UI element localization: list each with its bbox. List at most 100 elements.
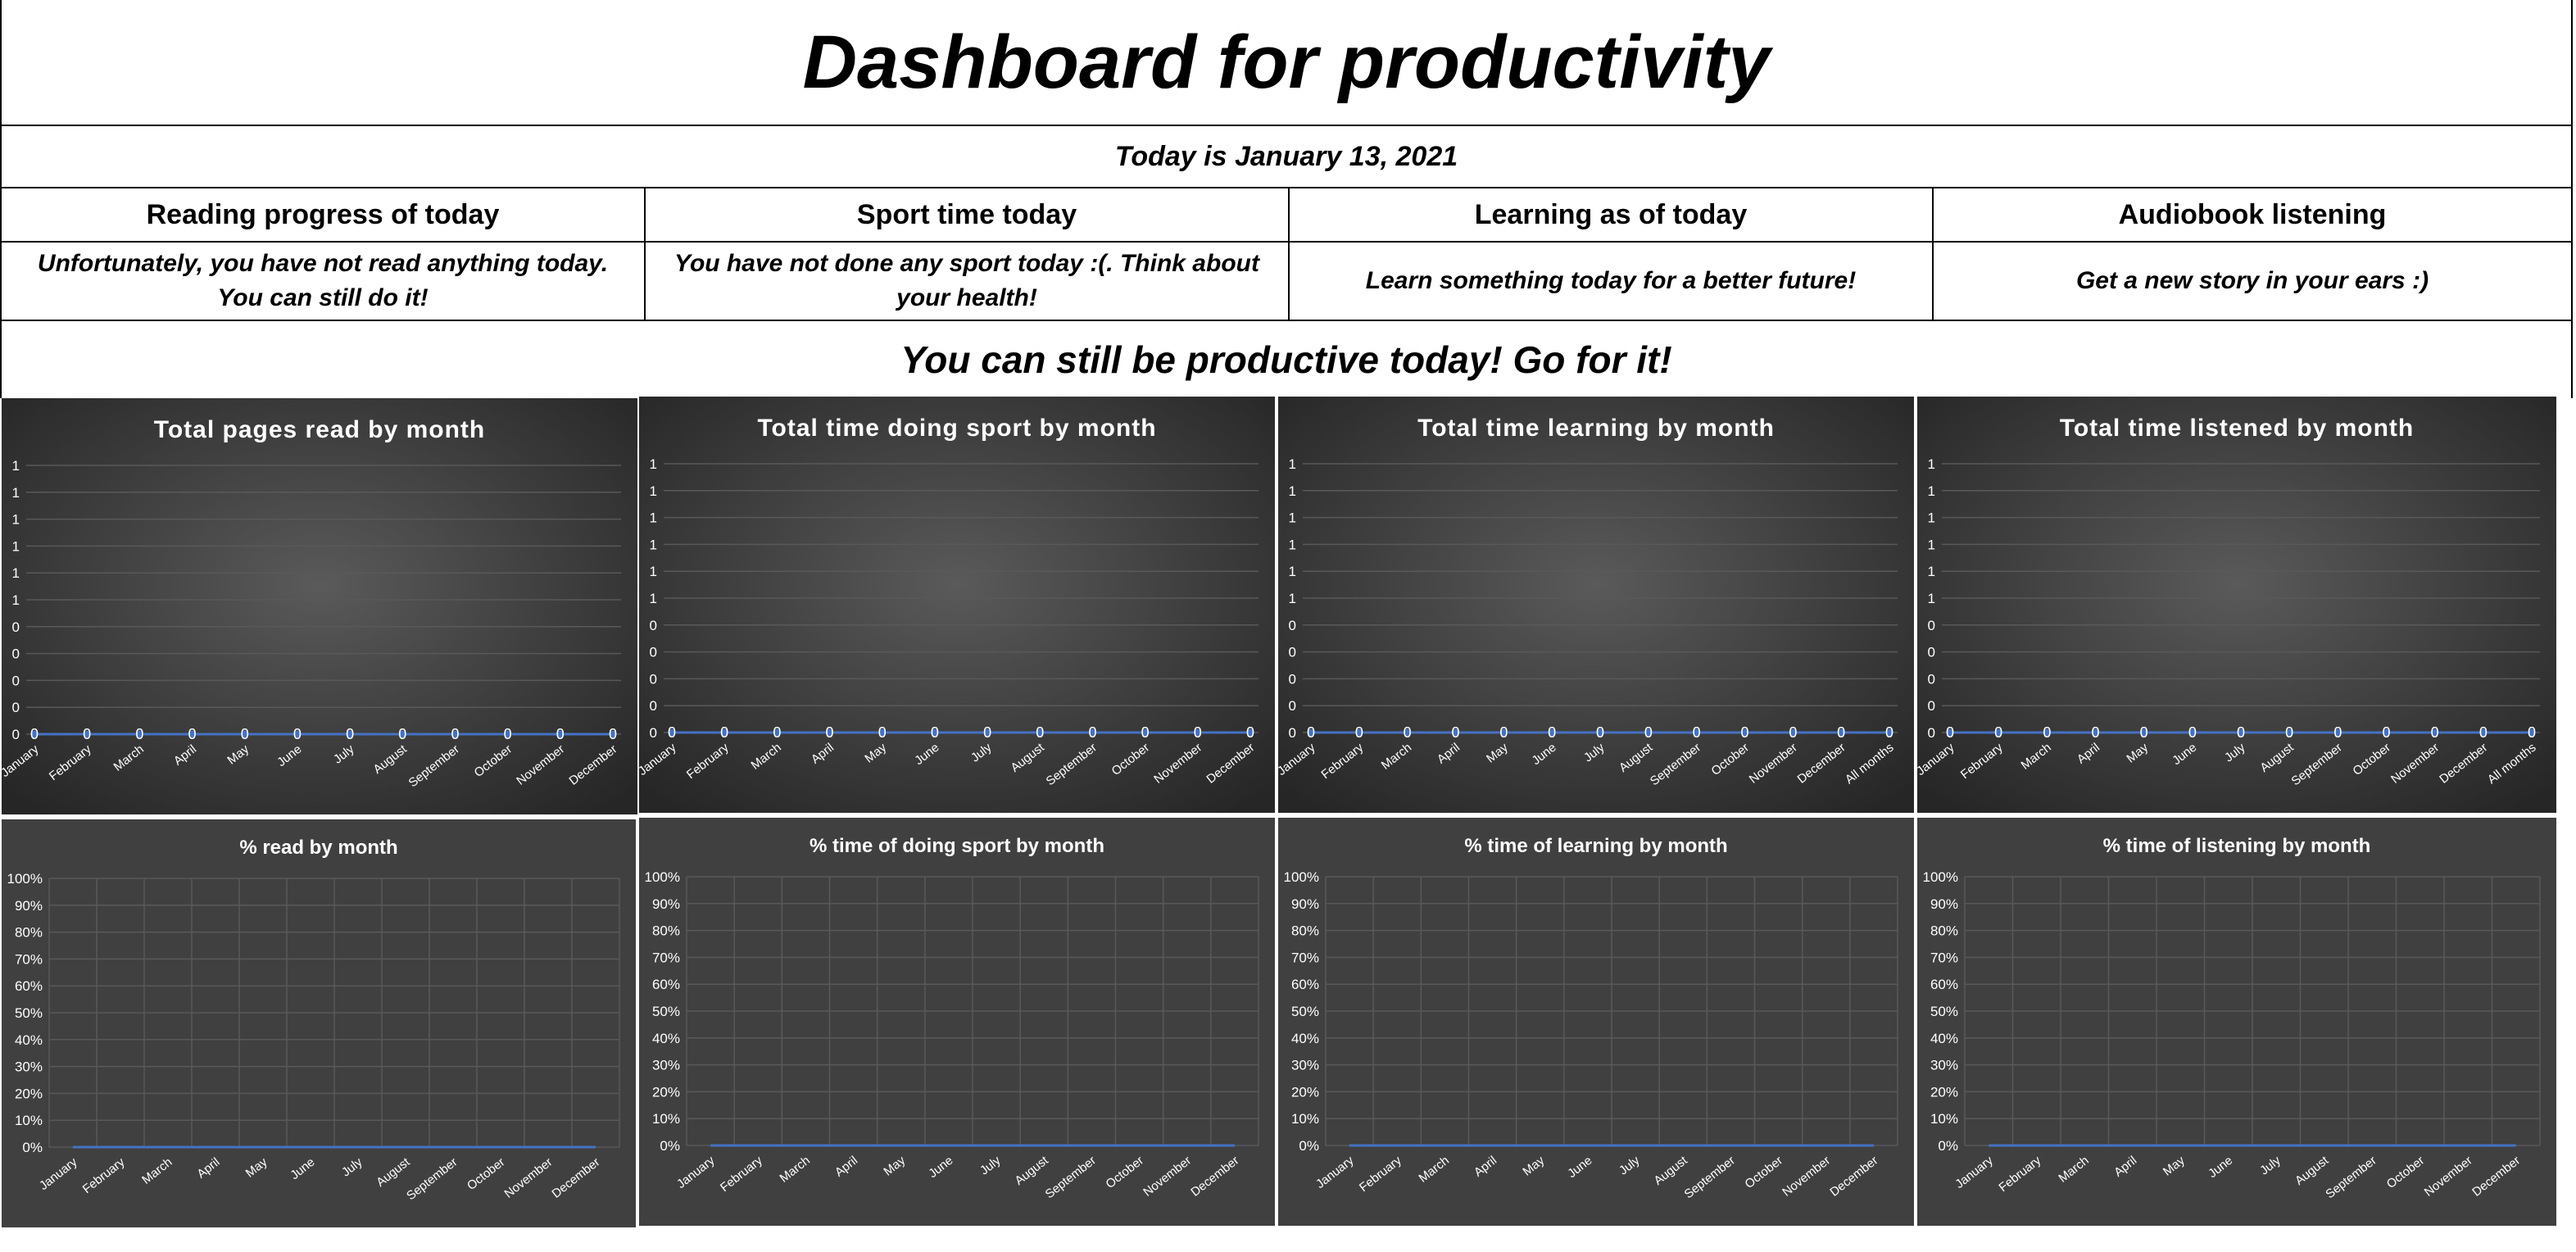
- data-label: 0: [1789, 724, 1797, 741]
- data-label: 0: [451, 726, 459, 742]
- y-tick-label: 0: [12, 727, 20, 742]
- section-header-label: Reading progress of today: [146, 198, 500, 230]
- y-tick-label: 50%: [652, 1004, 680, 1019]
- y-tick-label: 1: [12, 458, 20, 474]
- y-tick-label: 40%: [15, 1032, 43, 1048]
- chart-title: % time of doing sport by month: [810, 835, 1104, 857]
- chart-svg: % time of listening by month 0% 10% 20% 30% 4…: [1917, 818, 2556, 1226]
- data-label: 0: [668, 724, 676, 741]
- chart-title: Total time learning by month: [1417, 415, 1775, 442]
- y-tick-label: 0%: [660, 1138, 680, 1154]
- data-label: 0: [2431, 724, 2439, 741]
- y-tick-label: 10%: [15, 1113, 43, 1128]
- data-point: [1194, 728, 1202, 737]
- chart-title: Total time listened by month: [2060, 415, 2414, 442]
- y-tick-label: 1: [650, 564, 657, 579]
- chart-percent-sport: % time of doing sport by month 0% 10% 20% 30…: [639, 818, 1275, 1226]
- chart-background: [1278, 397, 1914, 813]
- section-header-audiobook: Audiobook listening: [1932, 188, 2573, 243]
- y-tick-label: 70%: [1291, 950, 1319, 965]
- date-row: Today is January 13, 2021: [0, 126, 2573, 188]
- data-label: 0: [2140, 724, 2148, 741]
- section-header-label: Sport time today: [856, 198, 1077, 230]
- data-label: 0: [1141, 724, 1150, 741]
- section-message-learning: Learn something today for a better futur…: [1288, 243, 1932, 321]
- y-tick-label: 30%: [1291, 1058, 1319, 1073]
- y-tick-label: 0: [1289, 698, 1296, 714]
- y-tick-label: 0: [1289, 671, 1296, 687]
- y-tick-label: 1: [650, 537, 657, 552]
- data-point: [1548, 728, 1556, 737]
- section-messages: Unfortunately, you have not read anythin…: [0, 243, 2573, 321]
- data-point: [1741, 728, 1748, 737]
- data-label: 0: [773, 724, 781, 741]
- data-point: [2285, 728, 2293, 737]
- data-label: 0: [504, 726, 512, 742]
- chart-background: [1917, 397, 2556, 813]
- data-label: 0: [2043, 724, 2051, 741]
- data-point: [451, 730, 459, 738]
- data-point: [2043, 728, 2051, 737]
- chart-svg: % read by month 0% 10% 20% 30% 40% 50% 60% 70% 80…: [2, 819, 636, 1227]
- data-label: 0: [346, 726, 354, 742]
- y-tick-label: 100%: [1284, 869, 1319, 885]
- y-tick-label: 90%: [652, 896, 680, 912]
- data-point: [30, 730, 39, 738]
- data-label: 0: [1693, 724, 1701, 741]
- section-message-reading: Unfortunately, you have not read anythin…: [0, 243, 644, 321]
- data-point: [1036, 728, 1044, 737]
- section-headers: Reading progress of today Sport time tod…: [0, 188, 2573, 243]
- section-header-sport: Sport time today: [644, 188, 1288, 243]
- y-tick-label: 0%: [1299, 1138, 1319, 1154]
- data-label: 0: [1740, 724, 1748, 741]
- chart-svg: % time of doing sport by month 0% 10% 20% 30…: [639, 818, 1275, 1226]
- data-point: [1404, 728, 1412, 737]
- y-tick-label: 1: [1289, 591, 1296, 606]
- chart-total-learning-time: Total time learning by month 1 1 1 1 1 1 0 0 0 0 0 0…: [1278, 397, 1914, 813]
- data-label: 0: [1644, 724, 1653, 741]
- data-label: 0: [30, 726, 39, 742]
- y-tick-label: 0: [12, 700, 20, 715]
- data-label: 0: [83, 726, 91, 742]
- chart-svg: % time of learning by month 0% 10% 20% 30% 40…: [1278, 818, 1914, 1226]
- data-point: [1088, 728, 1096, 737]
- section-header-reading: Reading progress of today: [0, 188, 644, 243]
- data-label: 0: [293, 726, 302, 742]
- data-label: 0: [2285, 724, 2293, 741]
- data-point: [1946, 728, 1954, 737]
- chart-total-listened-time: Total time listened by month 1 1 1 1 1 1 0 0 0 0 0 0…: [1917, 397, 2556, 813]
- data-label: 0: [2382, 724, 2390, 741]
- chart-percent-listening: % time of listening by month 0% 10% 20% 30% 4…: [1917, 818, 2556, 1226]
- data-point: [609, 730, 617, 738]
- y-tick-label: 0: [12, 673, 20, 688]
- data-label: 0: [931, 724, 939, 741]
- section-header-label: Learning as of today: [1474, 198, 1748, 230]
- y-tick-label: 0: [1928, 645, 1935, 660]
- y-tick-label: 70%: [1930, 950, 1958, 965]
- data-point: [398, 730, 406, 738]
- data-label: 0: [878, 724, 887, 741]
- chart-percent-read: % read by month 0% 10% 20% 30% 40% 50% 60% 70% 80…: [2, 819, 636, 1227]
- chart-total-sport-time: Total time doing sport by month 1 1 1 1 1 1 0 0 0…: [639, 397, 1275, 813]
- data-point: [135, 730, 143, 738]
- data-label: 0: [1194, 724, 1202, 741]
- y-tick-label: 0: [1289, 645, 1296, 660]
- data-label: 0: [135, 726, 143, 742]
- y-tick-label: 30%: [652, 1058, 680, 1073]
- data-label: 0: [2333, 724, 2342, 741]
- data-label: 0: [398, 726, 406, 742]
- chart-background: [639, 818, 1275, 1226]
- data-point: [1994, 728, 2002, 737]
- y-tick-label: 70%: [15, 951, 43, 967]
- y-tick-label: 0: [650, 645, 657, 660]
- y-tick-label: 0%: [1938, 1138, 1958, 1154]
- data-point: [556, 730, 565, 738]
- y-tick-label: 80%: [1930, 923, 1958, 939]
- section-message-text: Learn something today for a better futur…: [1365, 267, 1857, 294]
- y-tick-label: 10%: [1291, 1111, 1319, 1127]
- data-label: 0: [1946, 724, 1954, 741]
- data-point: [1355, 728, 1363, 737]
- y-tick-label: 1: [12, 565, 20, 581]
